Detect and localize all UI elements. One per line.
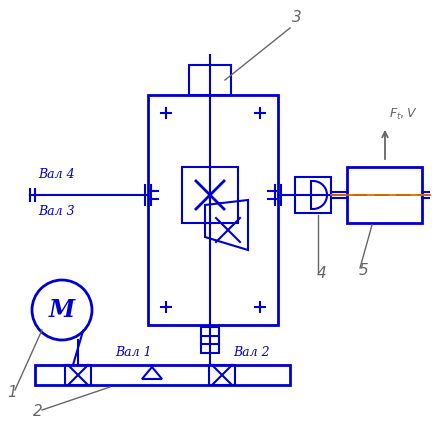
Text: Вал 2: Вал 2 — [233, 346, 270, 359]
Text: 5: 5 — [359, 263, 369, 278]
Bar — [201, 327, 219, 353]
Bar — [209, 365, 235, 385]
Bar — [295, 177, 331, 213]
Text: 4: 4 — [317, 266, 327, 281]
Text: Вал 3: Вал 3 — [38, 205, 75, 218]
Bar — [182, 167, 238, 223]
Bar — [148, 95, 278, 325]
Text: Вал 1: Вал 1 — [115, 346, 152, 359]
Text: 1: 1 — [7, 385, 17, 400]
Bar — [35, 365, 290, 385]
Bar — [189, 65, 231, 95]
Text: M: M — [49, 298, 75, 322]
Text: $F_t, V$: $F_t, V$ — [389, 107, 418, 122]
Bar — [347, 167, 422, 223]
Text: Вал 4: Вал 4 — [38, 168, 75, 181]
Text: 2: 2 — [33, 404, 43, 419]
Bar — [65, 365, 91, 385]
Text: 3: 3 — [292, 10, 302, 25]
